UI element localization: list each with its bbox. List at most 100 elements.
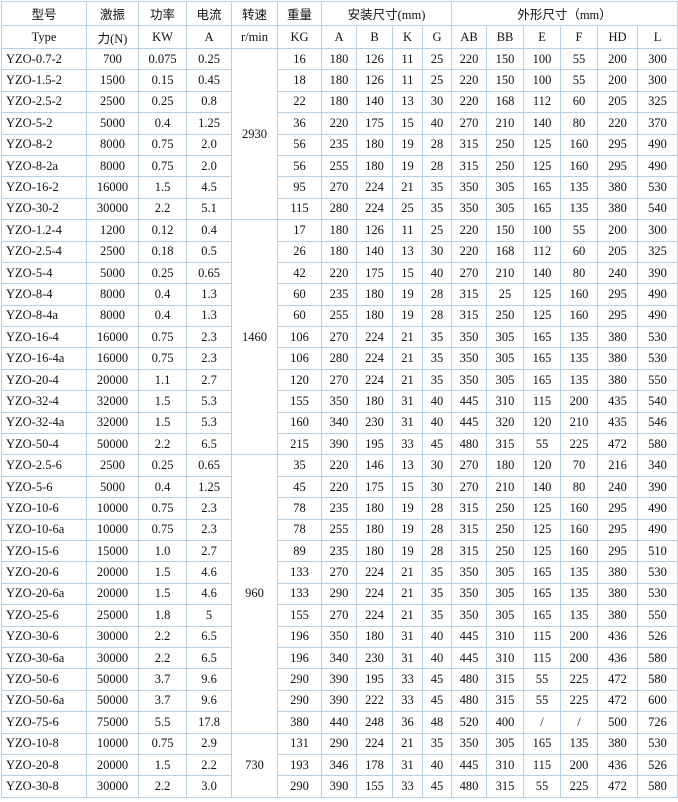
value-cell: 28: [421, 497, 453, 520]
value-cell: 445: [451, 411, 488, 435]
value-cell: 10000: [86, 732, 139, 755]
value-cell: 60: [277, 283, 322, 306]
value-cell: 125: [523, 539, 562, 563]
value-cell: 28: [421, 283, 453, 306]
value-cell: 2.7: [186, 539, 232, 563]
value-cell: 21: [392, 368, 423, 392]
value-cell: 390: [321, 689, 357, 713]
value-cell: 530: [637, 326, 678, 349]
value-cell: 45: [277, 475, 322, 499]
value-cell: 30000: [86, 197, 139, 221]
header-sub-cell: r/min: [231, 25, 278, 49]
value-cell: 40: [421, 753, 453, 777]
value-cell: 480: [451, 775, 488, 798]
value-cell: 235: [321, 539, 357, 563]
value-cell: 290: [277, 775, 322, 798]
model-cell: YZO-2.5-4: [1, 240, 87, 263]
value-cell: 8000: [86, 304, 139, 328]
value-cell: 0.75: [138, 133, 187, 156]
value-cell: 224: [356, 326, 393, 349]
value-cell: 6.5: [186, 625, 232, 648]
value-cell: 80: [560, 475, 599, 499]
value-cell: 165: [523, 176, 562, 199]
value-cell: 115: [523, 625, 562, 648]
value-cell: 100: [523, 69, 562, 92]
value-cell: 1.3: [186, 304, 232, 328]
value-cell: 32000: [86, 390, 139, 413]
value-cell: 490: [637, 283, 678, 306]
value-cell: 280: [321, 347, 357, 370]
value-cell: 31: [392, 411, 423, 435]
value-cell: 125: [523, 154, 562, 178]
value-cell: 380: [597, 347, 639, 370]
value-cell: 165: [523, 197, 562, 221]
value-cell: 390: [321, 668, 357, 691]
value-cell: 56: [277, 133, 322, 156]
value-cell: 380: [597, 197, 639, 221]
value-cell: 445: [451, 753, 488, 777]
value-cell: 350: [451, 347, 488, 370]
value-cell: 195: [356, 433, 393, 456]
value-cell: 35: [421, 732, 453, 755]
model-cell: YZO-30-6a: [1, 646, 87, 670]
value-cell: 305: [486, 732, 525, 755]
value-cell: 520: [451, 711, 488, 734]
value-cell: 270: [451, 475, 488, 499]
value-cell: 2.0: [186, 133, 232, 156]
value-cell: 40: [421, 625, 453, 648]
header-sub-cell: L: [637, 25, 678, 49]
header-sub-cell: B: [356, 25, 393, 49]
value-cell: 490: [637, 304, 678, 328]
value-cell: 224: [356, 368, 393, 392]
value-cell: 1.25: [186, 112, 232, 135]
value-cell: 200: [560, 753, 599, 777]
value-cell: 78: [277, 518, 322, 541]
value-cell: 200: [597, 47, 639, 71]
value-cell: 19: [392, 133, 423, 156]
value-cell: 11: [392, 69, 423, 92]
value-cell: 305: [486, 347, 525, 370]
value-cell: 13: [392, 454, 423, 477]
value-cell: 350: [321, 625, 357, 648]
value-cell: 55: [523, 689, 562, 713]
value-cell: 2.2: [138, 625, 187, 648]
value-cell: 224: [356, 604, 393, 627]
value-cell: 315: [451, 283, 488, 306]
value-cell: 115: [523, 753, 562, 777]
value-cell: 180: [321, 240, 357, 263]
value-cell: 380: [277, 711, 322, 734]
value-cell: 175: [356, 112, 393, 135]
value-cell: 540: [637, 197, 678, 221]
value-cell: 200: [560, 625, 599, 648]
value-cell: 300: [637, 47, 678, 71]
value-cell: 50000: [86, 433, 139, 456]
value-cell: 55: [560, 69, 599, 92]
value-cell: 546: [637, 411, 678, 435]
model-cell: YZO-20-8: [1, 753, 87, 777]
value-cell: 35: [421, 347, 453, 370]
value-cell: 2500: [86, 454, 139, 477]
value-cell: 120: [523, 411, 562, 435]
value-cell: 380: [597, 326, 639, 349]
value-cell: 346: [321, 753, 357, 777]
value-cell: 0.4: [138, 112, 187, 135]
value-cell: 16000: [86, 176, 139, 199]
model-cell: YZO-20-4: [1, 368, 87, 392]
value-cell: 180: [321, 47, 357, 71]
table-row: YZO-10-6a 10000 0.75 2.3 78 255 180 19 28 315 250 1…: [1, 518, 678, 541]
value-cell: 135: [560, 368, 599, 392]
value-cell: 155: [356, 775, 393, 798]
value-cell: 20000: [86, 582, 139, 606]
value-cell: 30000: [86, 646, 139, 670]
table-row: YZO-20-6 20000 1.5 4.6 133 270 224 21 35 350 305 16…: [1, 561, 678, 584]
value-cell: 255: [321, 154, 357, 178]
table-row: YZO-8-4 8000 0.4 1.3 60 235 180 19 28 315 25 125 160…: [1, 283, 678, 306]
value-cell: 250: [486, 518, 525, 541]
header-force: 激振: [86, 1, 139, 26]
value-cell: 290: [277, 668, 322, 691]
value-cell: 205: [597, 90, 639, 114]
value-cell: 215: [277, 433, 322, 456]
value-cell: 21: [392, 561, 423, 584]
value-cell: 0.075: [138, 47, 187, 71]
